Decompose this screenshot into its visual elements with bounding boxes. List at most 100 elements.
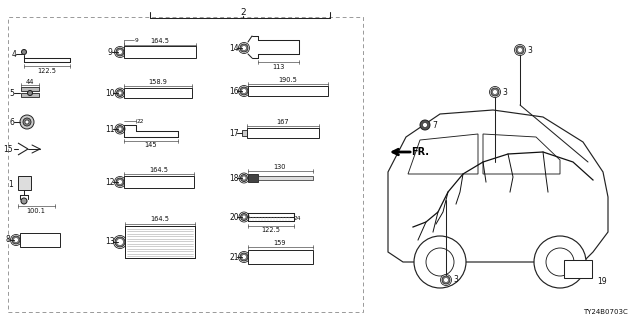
Text: 9: 9: [134, 37, 138, 43]
Bar: [248, 250, 313, 264]
Circle shape: [118, 127, 122, 131]
Circle shape: [116, 238, 124, 245]
Text: 14: 14: [229, 44, 239, 52]
Circle shape: [240, 253, 248, 261]
Circle shape: [115, 237, 125, 247]
Text: 7: 7: [433, 121, 437, 130]
Text: 9: 9: [108, 47, 113, 57]
Circle shape: [442, 276, 450, 284]
Bar: [21, 93, 39, 97]
Circle shape: [422, 123, 428, 127]
Circle shape: [426, 248, 454, 276]
Text: 3: 3: [527, 45, 532, 54]
Text: 19: 19: [597, 276, 607, 285]
Bar: [124, 176, 194, 188]
Text: 12: 12: [105, 178, 115, 187]
Text: 5: 5: [10, 89, 15, 98]
Bar: [248, 174, 258, 182]
Bar: [124, 46, 196, 58]
Text: 113: 113: [272, 64, 284, 70]
Text: 122.5: 122.5: [38, 68, 56, 74]
Circle shape: [13, 237, 19, 243]
Circle shape: [490, 86, 500, 98]
Text: 3: 3: [502, 87, 508, 97]
Circle shape: [239, 85, 250, 97]
Circle shape: [241, 174, 248, 181]
Text: 4: 4: [12, 50, 17, 59]
Circle shape: [444, 277, 449, 283]
Text: 167: 167: [276, 119, 289, 125]
Bar: [18, 176, 31, 190]
Text: 2: 2: [240, 7, 246, 17]
Circle shape: [20, 115, 34, 129]
Circle shape: [515, 44, 525, 55]
Circle shape: [116, 125, 124, 132]
Text: 8: 8: [6, 236, 10, 244]
Circle shape: [10, 235, 22, 245]
Bar: [258, 176, 313, 180]
Circle shape: [25, 120, 29, 124]
Circle shape: [239, 252, 250, 262]
Bar: [242, 130, 247, 136]
Text: 10: 10: [105, 89, 115, 98]
Circle shape: [115, 88, 125, 98]
Circle shape: [115, 177, 125, 188]
Circle shape: [116, 90, 124, 97]
Text: 164.5: 164.5: [150, 167, 168, 173]
Text: 164.5: 164.5: [150, 216, 170, 222]
Text: 130: 130: [274, 164, 286, 170]
Circle shape: [242, 215, 246, 219]
Bar: [247, 128, 319, 138]
Bar: [564, 260, 592, 278]
Text: 20: 20: [229, 212, 239, 221]
Circle shape: [239, 173, 249, 183]
Circle shape: [534, 236, 586, 288]
Text: 6: 6: [10, 117, 15, 126]
Bar: [8, 17, 363, 312]
Circle shape: [28, 91, 33, 95]
Circle shape: [414, 236, 466, 288]
Text: FR.: FR.: [411, 147, 429, 157]
Bar: [248, 86, 328, 96]
Circle shape: [118, 50, 122, 54]
Text: 122.5: 122.5: [262, 227, 280, 233]
Circle shape: [518, 47, 522, 52]
Bar: [125, 226, 195, 258]
Text: 164.5: 164.5: [150, 38, 170, 44]
Circle shape: [493, 90, 497, 94]
Text: 16: 16: [229, 86, 239, 95]
Text: 3: 3: [454, 276, 458, 284]
Text: 100.1: 100.1: [27, 208, 45, 214]
Circle shape: [440, 275, 451, 285]
Circle shape: [113, 236, 127, 249]
Text: 158.9: 158.9: [148, 79, 168, 85]
Circle shape: [240, 44, 248, 52]
Text: 159: 159: [274, 240, 286, 246]
Circle shape: [22, 50, 26, 54]
Circle shape: [115, 46, 125, 58]
Circle shape: [118, 91, 122, 95]
Text: 17: 17: [229, 129, 239, 138]
Circle shape: [239, 43, 250, 53]
Circle shape: [242, 176, 246, 180]
Circle shape: [116, 178, 124, 186]
Text: 11: 11: [105, 124, 115, 133]
Text: TY24B0703C: TY24B0703C: [583, 309, 628, 315]
Circle shape: [241, 254, 246, 260]
Circle shape: [21, 198, 27, 204]
Text: 15: 15: [3, 145, 13, 154]
Text: 1: 1: [8, 180, 13, 188]
Circle shape: [118, 180, 122, 185]
Bar: [20, 233, 60, 247]
Circle shape: [240, 87, 248, 95]
Circle shape: [241, 213, 248, 220]
Circle shape: [491, 88, 499, 96]
Text: 44: 44: [26, 79, 35, 85]
Bar: [21, 87, 39, 91]
Circle shape: [239, 212, 249, 222]
Circle shape: [241, 89, 246, 93]
Circle shape: [115, 124, 125, 134]
Circle shape: [241, 45, 246, 51]
Text: 18: 18: [229, 173, 239, 182]
Text: 22: 22: [136, 118, 144, 124]
